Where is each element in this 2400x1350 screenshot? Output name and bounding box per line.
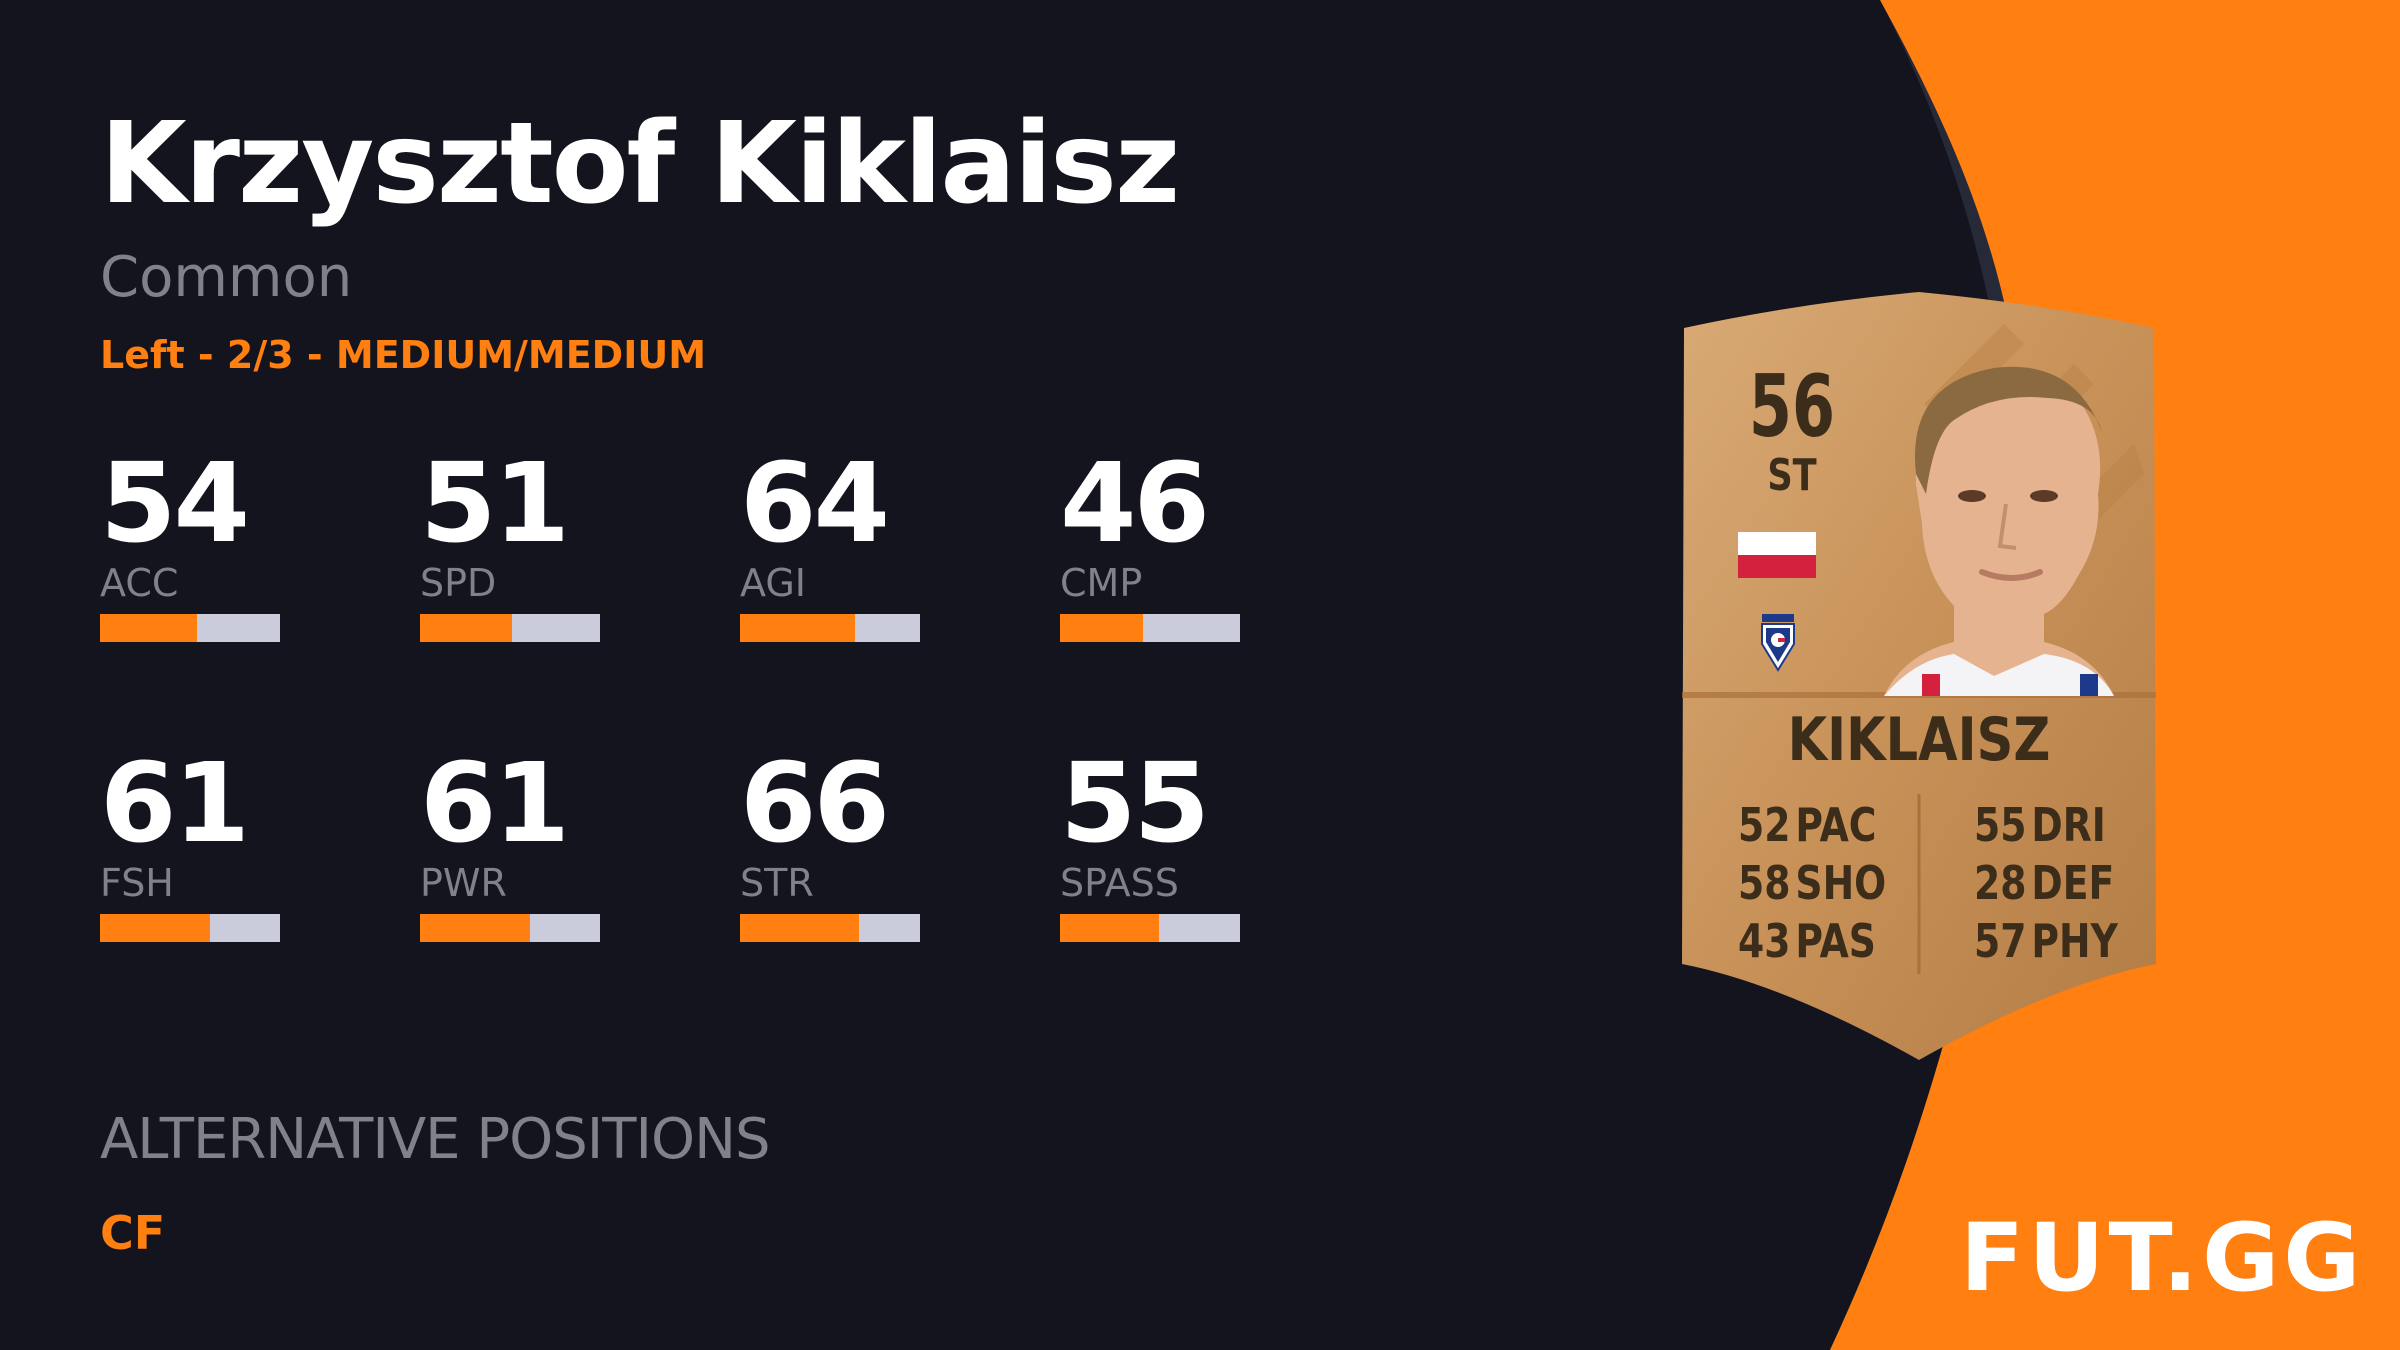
card-stat-label: SHO [1795,856,1887,910]
stat-bar-fill [740,614,856,642]
stat-bar-fill [100,614,198,642]
player-rarity: Common [100,245,353,310]
card-stat-label: PHY [2031,914,2118,968]
stat-value: 61 [100,739,250,867]
stat-bar-fill [420,914,530,942]
stat-bar-fill [1060,914,1159,942]
stat-bar-fill [1060,614,1143,642]
stat-spass: 55 SPASS [1060,748,1240,948]
stat-bar [420,914,600,942]
poland-flag-icon [1738,532,1816,578]
card-stat-value: 58 [1738,856,1791,910]
player-photo [1884,366,2114,696]
gornik-zabrze-crest-icon [1761,614,1795,672]
stat-bar [100,614,280,642]
stat-label: CMP [1060,561,1143,605]
stat-value: 61 [420,739,570,867]
stat-value: 55 [1060,739,1210,867]
stat-value: 54 [100,439,250,567]
stat-bar [740,614,920,642]
alternative-positions-value: CF [100,1206,166,1260]
stat-value: 46 [1060,439,1210,567]
stat-fsh: 61 FSH [100,748,280,948]
card-stat-pac: 52 PAC [1738,802,1876,848]
stat-spd: 51 SPD [420,448,600,648]
stat-label: STR [740,861,814,905]
card-stat-dri: 55 DRI [1974,802,2106,848]
stat-bar [420,614,600,642]
stat-pwr: 61 PWR [420,748,600,948]
stat-value: 64 [740,439,890,567]
stat-acc: 54 ACC [100,448,280,648]
stat-cmp: 46 CMP [1060,448,1240,648]
stat-agi: 64 AGI [740,448,920,648]
stat-bar [740,914,920,942]
stat-label: AGI [740,561,806,605]
stat-bar [100,914,280,942]
card-stat-label: DEF [2031,856,2115,910]
stat-bar-fill [740,914,859,942]
card-stat-label: PAS [1795,914,1876,968]
card-position: ST [1767,450,1817,501]
alternative-positions-heading: ALTERNATIVE POSITIONS [100,1107,771,1172]
stat-bar-fill [100,914,210,942]
card-stat-def: 28 DEF [1974,860,2114,906]
stat-label: PWR [420,861,507,905]
brand-logo: FUT.GG [1960,1204,2365,1313]
card-stat-value: 55 [1974,798,2027,852]
player-name: Krzysztof Kiklaisz [100,99,1180,229]
stat-label: SPASS [1060,861,1179,905]
stat-value: 51 [420,439,570,567]
card-stat-value: 52 [1738,798,1791,852]
card-stat-label: DRI [2031,798,2106,852]
card-stat-sho: 58 SHO [1738,860,1886,906]
card-rating: 56 [1748,357,1836,457]
stat-label: FSH [100,861,174,905]
card-stat-label: PAC [1795,798,1877,852]
stat-bar [1060,614,1240,642]
card-stat-value: 28 [1974,856,2027,910]
stat-bar-fill [420,614,512,642]
card-stat-phy: 57 PHY [1974,918,2118,964]
player-traits: Left - 2/3 - MEDIUM/MEDIUM [100,333,707,377]
stat-label: ACC [100,561,179,605]
stat-label: SPD [420,561,497,605]
card-stat-value: 57 [1974,914,2027,968]
card-player-name: KIKLAISZ [1787,705,2051,775]
card-stat-value: 43 [1738,914,1791,968]
stat-str: 66 STR [740,748,920,948]
stat-bar [1060,914,1240,942]
card-stat-pas: 43 PAS [1738,918,1876,964]
player-card[interactable]: 56 ST KIKLAISZ 52 PAC 58 SHO 43 PAS 55 DRI 2… [1674,284,2164,1060]
stat-value: 66 [740,739,890,867]
